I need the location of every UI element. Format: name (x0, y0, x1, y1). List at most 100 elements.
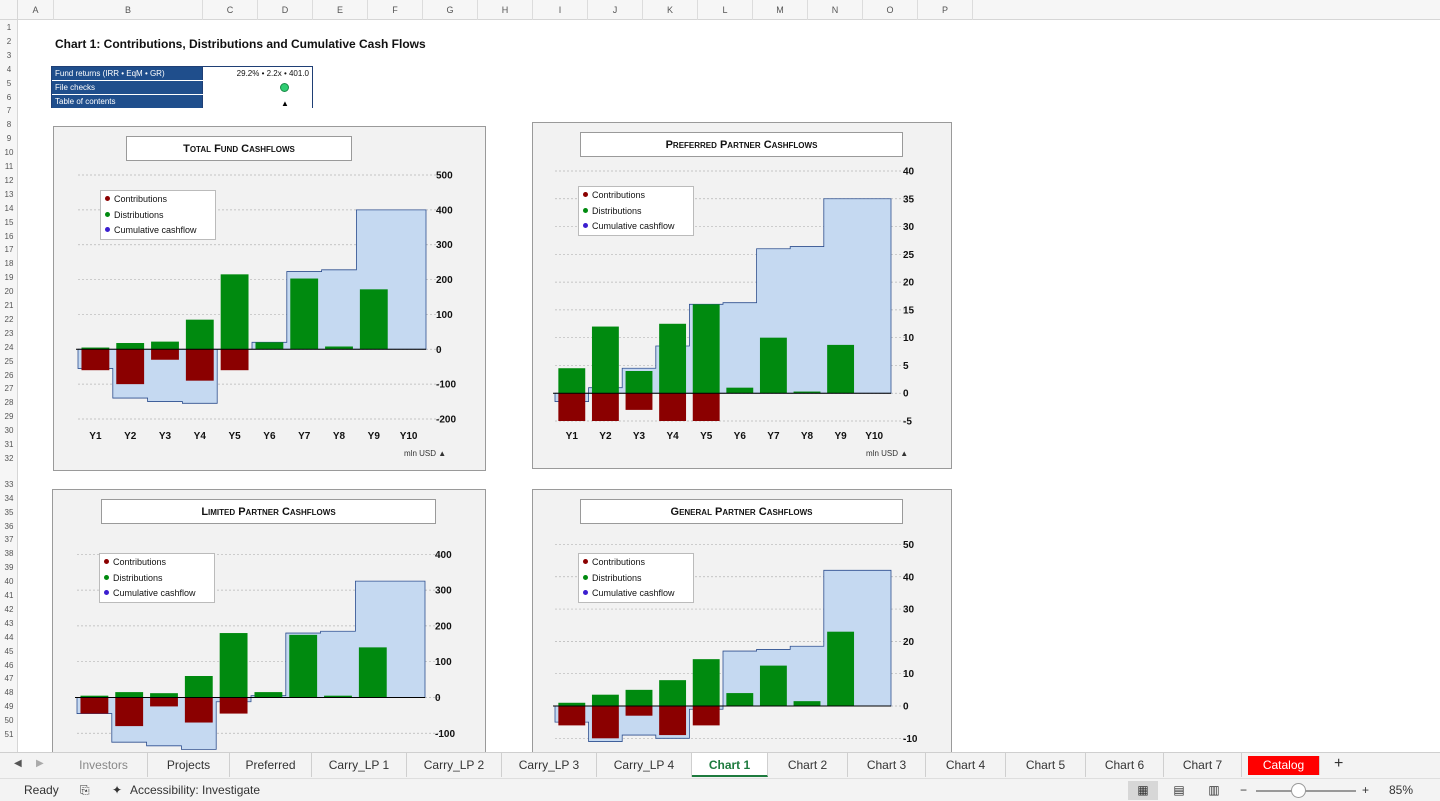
sheet-tab[interactable]: Carry_LP 4 (597, 753, 692, 777)
row-header-cell[interactable]: 27 (4, 384, 14, 394)
column-header-cell[interactable]: C (203, 0, 258, 20)
next-sheet-arrow-icon[interactable]: ▶ (36, 758, 44, 769)
zoom-level[interactable]: 85% (1389, 783, 1414, 797)
zoom-slider-thumb[interactable] (1291, 783, 1306, 798)
sheet-tab[interactable]: Chart 6 (1086, 753, 1164, 777)
column-header-cell[interactable]: L (698, 0, 753, 20)
row-header-cell[interactable]: 8 (6, 120, 12, 130)
column-header-cell[interactable]: D (258, 0, 313, 20)
column-header-cell[interactable]: N (808, 0, 863, 20)
row-header-cell[interactable]: 5 (6, 78, 12, 88)
row-header-cell[interactable]: 2 (6, 36, 12, 46)
row-header-cell[interactable]: 42 (4, 604, 14, 614)
row-header-cell[interactable]: 14 (4, 203, 14, 213)
sheet-grid[interactable]: Chart 1: Contributions, Distributions an… (18, 20, 1440, 752)
row-header-cell[interactable]: 22 (4, 314, 14, 324)
file-checks-value[interactable] (202, 81, 312, 94)
sheet-tab[interactable]: Chart 3 (848, 753, 926, 777)
row-header-cell[interactable]: 44 (4, 632, 14, 642)
row-header-cell[interactable]: 17 (4, 245, 14, 255)
zoom-slider-track[interactable] (1256, 790, 1356, 792)
zoom-in-plus-icon[interactable]: + (1362, 783, 1370, 797)
normal-view-grid-icon[interactable]: ▦ (1128, 781, 1158, 800)
row-header-cell[interactable]: 51 (4, 730, 14, 739)
sheet-tab[interactable]: Chart 5 (1006, 753, 1086, 777)
chart-total-fund[interactable]: Total Fund Cashflows 500 400 300 200 100 0 -10… (53, 126, 486, 471)
row-header-cell[interactable]: 36 (4, 521, 14, 531)
row-header-cell[interactable]: 20 (4, 287, 14, 297)
row-header-cell[interactable]: 24 (4, 342, 14, 352)
row-header-cell[interactable]: 38 (4, 549, 14, 559)
row-header-cell[interactable]: 30 (4, 426, 14, 436)
row-header-cell[interactable]: 46 (4, 660, 14, 670)
column-header-cell[interactable]: H (478, 0, 533, 20)
column-header-cell[interactable]: B (54, 0, 203, 20)
row-header-cell[interactable]: 43 (4, 618, 14, 628)
row-header-cell[interactable]: 39 (4, 563, 14, 573)
row-header-cell[interactable]: 26 (4, 370, 14, 380)
row-header-cell[interactable]: 4 (6, 64, 12, 74)
row-header-cell[interactable]: 12 (4, 175, 14, 185)
row-header-cell[interactable]: 3 (6, 50, 12, 60)
column-header-cell[interactable]: M (753, 0, 808, 20)
macro-record-icon[interactable]: ⎘ (80, 783, 90, 797)
row-header-cell[interactable]: 50 (4, 716, 14, 726)
row-header-cell[interactable]: 21 (4, 301, 14, 310)
row-header-cell[interactable]: 32 (4, 453, 14, 463)
column-header-cell[interactable]: K (643, 0, 698, 20)
column-header-cell[interactable]: I (533, 0, 588, 20)
row-header-cell[interactable]: 41 (4, 591, 14, 600)
row-header-cell[interactable]: 35 (4, 507, 14, 517)
row-header-cell[interactable]: 31 (4, 440, 14, 449)
row-header-cell[interactable]: 37 (4, 535, 14, 545)
row-header-cell[interactable]: 33 (4, 479, 14, 489)
row-header-cell[interactable]: 29 (4, 412, 14, 422)
row-header-cell[interactable]: 49 (4, 702, 14, 712)
row-header-cell[interactable]: 9 (6, 134, 12, 144)
row-header-cell[interactable]: 23 (4, 328, 14, 338)
select-all-corner[interactable] (0, 0, 18, 20)
row-header-cell[interactable]: 11 (4, 162, 14, 171)
page-break-view-icon[interactable]: ▥ (1208, 783, 1220, 797)
row-header-cell[interactable]: 48 (4, 688, 14, 698)
add-sheet-plus-icon[interactable]: + (1334, 755, 1344, 772)
row-header-cell[interactable]: 6 (6, 92, 12, 102)
row-header-cell[interactable]: 13 (4, 189, 14, 199)
row-header-cell[interactable]: 7 (6, 106, 12, 116)
chart-general-partner[interactable]: General Partner Cashflows 50 40 30 20 10 0 -10… (532, 489, 952, 752)
sheet-tab[interactable]: Chart 1 (692, 753, 768, 777)
row-header-cell[interactable]: 15 (4, 217, 14, 227)
sheet-tab[interactable]: Chart 7 (1164, 753, 1242, 777)
row-header-cell[interactable]: 1 (6, 23, 12, 32)
column-header-cell[interactable]: F (368, 0, 423, 20)
column-header-cell[interactable]: J (588, 0, 643, 20)
page-layout-view-icon[interactable]: ▤ (1173, 783, 1185, 797)
chart-limited-partner[interactable]: Limited Partner Cashflows 400 300 200 100 0 -… (52, 489, 486, 752)
fund-returns-value[interactable]: 29.2% • 2.2x • 401.0 (202, 67, 312, 80)
row-header-cell[interactable]: 28 (4, 398, 14, 408)
sheet-tab[interactable]: Chart 2 (768, 753, 848, 777)
row-header-cell[interactable]: 19 (4, 273, 14, 283)
sheet-tab[interactable]: Investors (60, 753, 148, 777)
prev-sheet-arrow-icon[interactable]: ◀ (14, 758, 22, 769)
sheet-tab[interactable]: Projects (148, 753, 230, 777)
zoom-out-minus-icon[interactable]: − (1240, 783, 1248, 797)
row-header-cell[interactable]: 18 (4, 259, 14, 269)
sheet-tab[interactable]: Preferred (230, 753, 312, 777)
row-header-cell[interactable]: 47 (4, 674, 14, 684)
sheet-tab[interactable]: Carry_LP 2 (407, 753, 502, 777)
row-header-cell[interactable]: 25 (4, 356, 14, 366)
accessibility-icon[interactable]: ✦ (112, 783, 123, 797)
accessibility-status[interactable]: Accessibility: Investigate (130, 783, 261, 797)
row-header-cell[interactable]: 40 (4, 577, 14, 587)
sheet-tab[interactable]: Catalog (1248, 756, 1320, 775)
row-header-cell[interactable]: 10 (4, 148, 14, 158)
chart-preferred-partner[interactable]: Preferred Partner Cashflows 40 35 30 25 20 15… (532, 122, 952, 469)
column-header-cell[interactable]: P (918, 0, 973, 20)
column-header-cell[interactable]: A (18, 0, 54, 20)
row-header-cell[interactable]: 34 (4, 493, 14, 503)
sheet-tab[interactable]: Carry_LP 1 (312, 753, 407, 777)
row-header-cell[interactable]: 16 (4, 231, 14, 241)
column-header-cell[interactable]: G (423, 0, 478, 20)
sheet-tab[interactable]: Chart 4 (926, 753, 1006, 777)
